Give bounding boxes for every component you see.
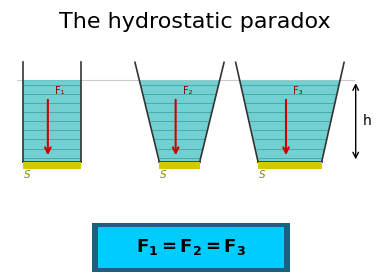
Bar	[98, 227, 284, 267]
Text: S: S	[23, 171, 30, 181]
Bar	[258, 162, 322, 169]
Text: S: S	[160, 171, 167, 181]
Bar	[23, 162, 81, 169]
Text: F₃: F₃	[293, 86, 303, 96]
Text: The hydrostatic paradox: The hydrostatic paradox	[59, 13, 331, 32]
Bar	[160, 162, 200, 169]
Text: h: h	[363, 114, 371, 128]
Text: F₁: F₁	[55, 86, 64, 96]
Text: S: S	[259, 171, 266, 181]
Polygon shape	[23, 80, 81, 162]
Text: F₂: F₂	[183, 86, 192, 96]
Polygon shape	[139, 80, 220, 162]
Polygon shape	[240, 80, 340, 162]
Bar	[92, 223, 290, 272]
Text: $\mathbf{F_1 = F_2 = F_3}$: $\mathbf{F_1 = F_2 = F_3}$	[136, 237, 246, 257]
